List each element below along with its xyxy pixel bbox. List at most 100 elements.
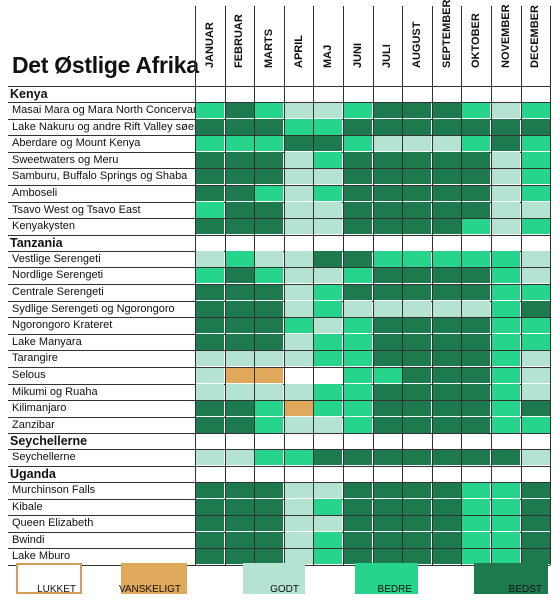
rating-cell — [195, 168, 225, 185]
rating-cell — [225, 499, 254, 515]
rating-cell — [195, 152, 225, 168]
destination-label: Bwindi — [12, 533, 45, 546]
rating-cell — [521, 449, 550, 466]
rating-cell — [343, 185, 373, 202]
rating-cell — [432, 185, 461, 202]
rating-cell — [402, 515, 432, 532]
rating-cell — [254, 400, 284, 417]
month-header: JUNI — [343, 6, 373, 84]
rating-cell — [461, 202, 491, 218]
rating-cell — [195, 334, 225, 350]
destination-label: Kilimanjaro — [12, 402, 67, 415]
rating-cell — [284, 119, 313, 135]
rating-cell — [225, 102, 254, 119]
rating-cell — [195, 350, 225, 367]
rating-cell — [313, 267, 343, 284]
rating-cell — [195, 532, 225, 548]
rating-cell — [521, 532, 550, 548]
rating-cell — [254, 334, 284, 350]
legend-label: BEDRE — [377, 584, 412, 595]
rating-cell — [521, 499, 550, 515]
rating-cell — [225, 367, 254, 384]
rating-cell — [225, 317, 254, 334]
rating-cell — [432, 384, 461, 400]
rating-cell — [313, 119, 343, 135]
destination-label: Lake Manyara — [12, 335, 82, 348]
rating-cell — [373, 284, 402, 301]
destination-label: Lake Mburo — [12, 550, 71, 563]
rating-cell — [225, 400, 254, 417]
rating-cell — [402, 384, 432, 400]
rating-cell — [521, 334, 550, 350]
rating-cell — [284, 515, 313, 532]
section-divider — [8, 86, 551, 87]
rating-cell — [195, 102, 225, 119]
column-divider — [224, 86, 226, 565]
rating-cell — [313, 334, 343, 350]
rating-cell — [461, 532, 491, 548]
rating-cell — [461, 334, 491, 350]
rating-cell — [225, 532, 254, 548]
rating-cell — [432, 267, 461, 284]
column-divider — [372, 86, 374, 565]
rating-cell — [195, 135, 225, 152]
rating-cell — [195, 515, 225, 532]
rating-cell — [284, 350, 313, 367]
destination-label: Kenyakysten — [12, 220, 75, 233]
rating-cell — [225, 482, 254, 499]
rating-cell — [402, 548, 432, 565]
rating-cell — [461, 482, 491, 499]
column-divider — [550, 86, 552, 565]
rating-cell — [461, 499, 491, 515]
rating-cell — [432, 449, 461, 466]
destination-label: Amboseli — [12, 187, 58, 199]
section-heading: Kenya — [10, 87, 48, 101]
rating-cell — [373, 301, 402, 317]
column-divider — [254, 86, 256, 565]
rating-cell — [521, 515, 550, 532]
rating-cell — [491, 499, 521, 515]
rating-cell — [402, 284, 432, 301]
rating-cell — [461, 267, 491, 284]
rating-cell — [521, 251, 550, 267]
rating-cell — [343, 284, 373, 301]
rating-cell — [343, 152, 373, 168]
rating-cell — [373, 400, 402, 417]
rating-cell — [225, 548, 254, 565]
rating-cell — [313, 499, 343, 515]
rating-cell — [402, 168, 432, 185]
rating-cell — [254, 218, 284, 235]
rating-cell — [432, 417, 461, 433]
rating-cell — [343, 449, 373, 466]
column-divider — [520, 86, 522, 565]
rating-cell — [373, 185, 402, 202]
rating-cell — [402, 482, 432, 499]
rating-cell — [432, 350, 461, 367]
rating-cell — [343, 350, 373, 367]
section-heading: Uganda — [10, 467, 56, 481]
rating-cell — [254, 135, 284, 152]
rating-cell — [254, 449, 284, 466]
month-header: MAJ — [313, 6, 343, 84]
destination-label: Selous — [12, 369, 46, 381]
rating-cell — [521, 267, 550, 284]
rating-cell — [343, 119, 373, 135]
destination-label: Ngorongoro Krateret — [12, 319, 113, 332]
rating-cell — [284, 384, 313, 400]
column-divider — [402, 86, 404, 565]
rating-cell — [461, 152, 491, 168]
rating-cell — [491, 350, 521, 367]
rating-cell — [373, 367, 402, 384]
rating-cell — [521, 384, 550, 400]
rating-cell — [343, 135, 373, 152]
season-grid: Det Østlige Afrika JANUAR FEBRUAR MARTS APR… — [8, 0, 552, 566]
destination-label: Mikumi og Ruaha — [12, 385, 98, 398]
destination-label: Aberdare og Mount Kenya — [12, 137, 141, 150]
rating-cell — [432, 482, 461, 499]
rating-cell — [195, 218, 225, 235]
rating-cell — [461, 400, 491, 417]
rating-cell — [402, 317, 432, 334]
rating-cell — [521, 168, 550, 185]
rating-cell — [225, 152, 254, 168]
rating-cell — [313, 135, 343, 152]
